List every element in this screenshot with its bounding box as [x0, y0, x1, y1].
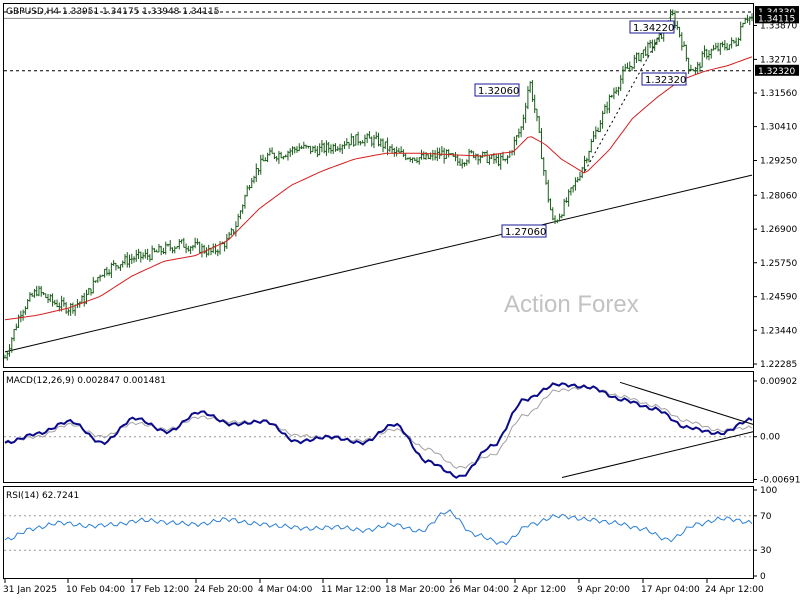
x-tick-label: 26 Mar 04:00 — [449, 585, 509, 595]
price-annotation-label: 1.32060 — [478, 86, 519, 97]
macd-y-tick-label: -0.006915 — [760, 475, 800, 485]
price-annotation-box — [501, 224, 547, 238]
price-y-tick-label: 1.26900 — [760, 225, 797, 235]
price-y-tick-label: 1.33870 — [760, 21, 797, 31]
x-tick-label: 17 Feb 12:00 — [130, 585, 189, 595]
rsi-header: RSI(14) 62.7241 — [6, 491, 79, 501]
price-annotation-box — [629, 20, 675, 34]
macd-main-line — [4, 382, 753, 479]
macd-resistance-line — [619, 381, 754, 425]
rsi-y-tick-label: 100 — [760, 486, 777, 496]
x-tick-label: 11 Mar 12:00 — [321, 585, 381, 595]
x-tick-label: 24 Feb 20:00 — [194, 585, 253, 595]
price-y-tick-label: 1.29250 — [760, 156, 797, 166]
rsi-y-tick-label: 0 — [760, 572, 766, 582]
x-tick-label: 24 Apr 12:00 — [705, 585, 764, 595]
x-tick-label: 31 Jan 2025 — [3, 585, 57, 595]
price-annotation-box — [641, 72, 687, 86]
price-level-badge-label: 1.34115 — [758, 14, 795, 24]
x-tick-label: 17 Apr 04:00 — [641, 585, 700, 595]
rsi-line — [4, 509, 753, 546]
rsi-y-tick-label: 30 — [760, 546, 772, 556]
price-level-badge — [755, 6, 799, 18]
price-y-tick-label: 1.32710 — [760, 55, 797, 65]
moving-average-line — [4, 56, 753, 321]
macd-y-tick-label: 0.00 — [760, 433, 780, 443]
macd-header: MACD(12,26,9) 0.002847 0.001481 — [6, 376, 166, 386]
price-y-tick-label: 1.22285 — [760, 360, 797, 370]
axis-layer: 1.33870 1.32710 1.31560 1.30410 1.29250 1.280… — [3, 6, 800, 595]
price-y-tick-label: 1.30410 — [760, 123, 797, 133]
macd-layer — [4, 381, 754, 479]
price-level-badge-label: 1.32320 — [758, 67, 795, 77]
price-y-tick-label: 1.25750 — [760, 259, 797, 269]
rise-dashed-line — [584, 12, 673, 171]
price-panel-frame — [3, 3, 754, 368]
price-y-tick-label: 1.31560 — [760, 89, 797, 99]
x-tick-label: 2 Apr 12:00 — [513, 585, 566, 595]
price-y-tick-label: 1.24590 — [760, 293, 797, 303]
price-level-badge — [755, 12, 799, 24]
watermark: Action Forex — [504, 291, 639, 318]
price-annotation-box — [474, 83, 520, 97]
macd-support-line — [561, 431, 754, 479]
rsi-panel-frame — [3, 486, 754, 579]
price-annotation-label: 1.27060 — [505, 227, 546, 238]
support-trendline — [4, 174, 753, 353]
price-y-tick-label: 1.23440 — [760, 326, 797, 336]
macd-panel-frame — [3, 371, 754, 483]
price-y-tick-label: 1.28060 — [760, 191, 797, 201]
x-tick-label: 9 Apr 20:00 — [577, 585, 630, 595]
macd-y-tick-label: 0.00902 — [760, 377, 797, 387]
price-annotation-label: 1.32320 — [645, 75, 686, 86]
price-annotation-label: 1.34220 — [633, 23, 674, 34]
price-layer: 1.34220 1.32320 1.32060 1.27060 — [3, 9, 754, 361]
rsi-y-tick-label: 70 — [760, 512, 772, 522]
macd-signal-line — [4, 385, 753, 469]
x-tick-label: 10 Feb 04:00 — [66, 585, 125, 595]
x-tick-label: 18 Mar 20:00 — [385, 585, 445, 595]
rsi-layer — [4, 509, 753, 551]
price-level-badge — [755, 64, 799, 76]
x-tick-label: 4 Mar 04:00 — [258, 585, 313, 595]
